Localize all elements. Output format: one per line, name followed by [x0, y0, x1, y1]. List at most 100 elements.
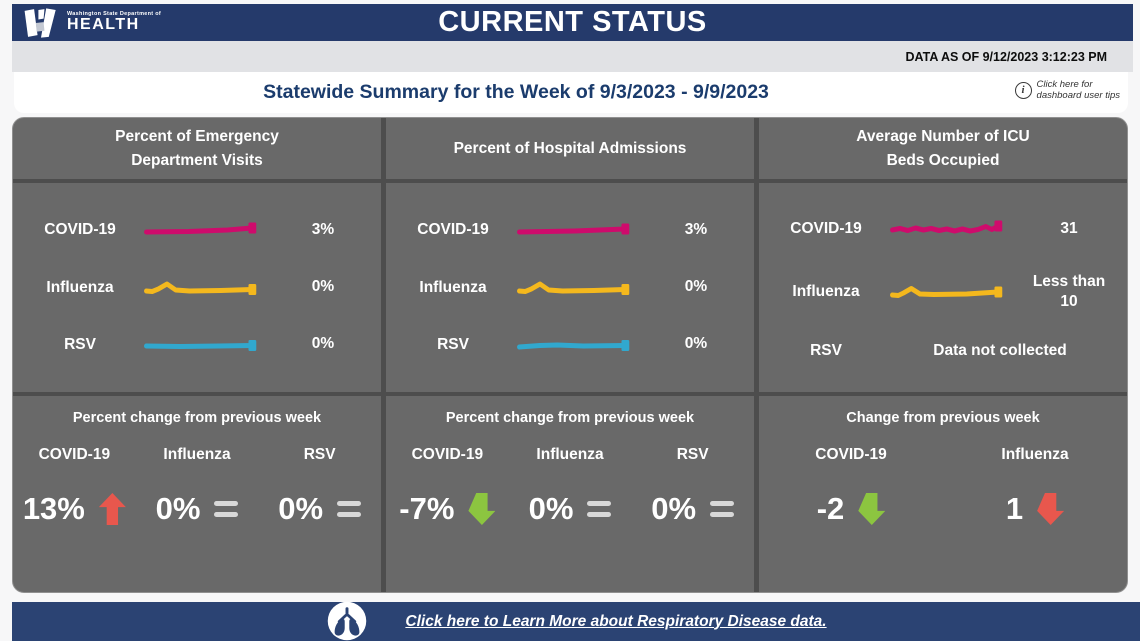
change-title: Change from previous week [846, 410, 1040, 426]
change-value: 13% [22, 491, 85, 526]
change-section: Percent change from previous week COVID-… [13, 392, 381, 592]
panel-series-section: COVID-19 31 Influenza Less than 10 RSV D… [759, 179, 1127, 392]
influenza-sparkline-chart [141, 274, 271, 302]
change-grid: COVID-19 13% Influenza 0% RSV [13, 446, 381, 527]
panel-emergency-department-visits: Percent of Emergency Department Visits C… [13, 118, 381, 592]
change-value: -2 [816, 491, 845, 526]
series-label: COVID-19 [790, 220, 862, 238]
series-label: RSV [810, 341, 842, 359]
change-item-covid: COVID-19 -2 [759, 446, 943, 527]
series-row-influenza: Influenza 0% [386, 274, 754, 302]
series-row-rsv: RSV 0% [13, 331, 381, 359]
learn-more-link[interactable]: Click here to Learn More about Respirato… [405, 612, 827, 630]
panel-hospital-admissions: Percent of Hospital Admissions COVID-19 … [381, 118, 754, 592]
trend-down-arrow-icon [1037, 493, 1065, 525]
series-value: 0% [311, 335, 335, 353]
change-item-influenza: Influenza 1 [943, 446, 1127, 527]
series-value: 0% [311, 278, 335, 296]
dashboard: Percent of Emergency Department Visits C… [12, 117, 1128, 593]
panel-title: Percent of Emergency Department Visits [115, 128, 279, 169]
change-item-rsv: RSV 0% [631, 446, 754, 527]
tips-label: Click here for dashboard user tips [1036, 79, 1120, 102]
series-row-covid: COVID-19 31 [759, 215, 1127, 243]
series-row-influenza: Influenza Less than 10 [759, 272, 1127, 314]
series-row-covid: COVID-19 3% [13, 216, 381, 244]
change-item-influenza: Influenza 0% [509, 446, 632, 527]
change-label: RSV [303, 446, 336, 463]
panel-title: Average Number of ICU Beds Occupied [856, 128, 1030, 169]
page-title: CURRENT STATUS [438, 6, 707, 38]
covid-sparkline-chart [887, 215, 1017, 243]
doh-logo-text: Washington State Department of HEALTH [67, 10, 162, 35]
change-item-covid: COVID-19 13% [13, 446, 136, 527]
change-value: 1 [1005, 491, 1024, 526]
lungs-icon [328, 601, 367, 640]
change-value: 0% [155, 491, 201, 526]
series-label: COVID-19 [44, 221, 116, 239]
trend-down-arrow-icon [468, 493, 496, 525]
doh-logo-mark-icon [24, 8, 56, 38]
series-label: Influenza [792, 283, 860, 301]
change-label: Influenza [163, 446, 231, 463]
covid-sparkline-chart [141, 216, 271, 244]
panel-series-section: COVID-19 3% Influenza 0% RSV 0% [13, 179, 381, 392]
change-item-covid: COVID-19 -7% [386, 446, 509, 527]
equals-icon [587, 501, 612, 517]
trend-down-arrow-icon [858, 493, 886, 525]
change-title: Percent change from previous week [445, 410, 695, 426]
trend-up-arrow-icon [98, 493, 126, 525]
panel-title: Percent of Hospital Admissions [453, 139, 687, 157]
change-label: RSV [676, 446, 709, 463]
series-value: Less than 10 [1032, 272, 1106, 311]
series-value: 3% [684, 220, 708, 238]
change-label: COVID-19 [38, 446, 111, 463]
doh-logo: Washington State Department of HEALTH [22, 6, 161, 40]
panel-series-section: COVID-19 3% Influenza 0% RSV 0% [386, 179, 754, 392]
change-label: Influenza [1001, 446, 1069, 463]
series-row-covid: COVID-19 3% [386, 216, 754, 244]
series-value: 31 [1060, 219, 1078, 237]
logo-health-text: HEALTH [67, 16, 140, 34]
change-label: COVID-19 [411, 446, 484, 463]
equals-icon [337, 501, 362, 517]
covid-sparkline-chart [514, 216, 644, 244]
series-label: Influenza [46, 278, 114, 296]
influenza-sparkline-chart [514, 274, 644, 302]
change-label: COVID-19 [815, 446, 887, 463]
rsv-sparkline-chart [141, 331, 271, 359]
change-section: Percent change from previous week COVID-… [386, 392, 754, 592]
series-value: 0% [684, 335, 708, 353]
change-value: 0% [278, 491, 324, 526]
series-row-rsv: RSV Data not collected [759, 342, 1127, 360]
series-note: Data not collected [933, 341, 1067, 359]
status-band: DATA AS OF 9/12/2023 3:12:23 PM [12, 41, 1133, 72]
change-label: Influenza [536, 446, 604, 463]
series-label: Influenza [419, 278, 487, 296]
equals-icon [710, 501, 735, 517]
series-row-influenza: Influenza 0% [13, 274, 381, 302]
footer-bar: Click here to Learn More about Respirato… [12, 601, 1140, 641]
dashboard-tips-button[interactable]: i Click here for dashboard user tips [1014, 79, 1120, 102]
change-value: 0% [528, 491, 574, 526]
change-item-influenza: Influenza 0% [136, 446, 259, 527]
series-value: 0% [684, 278, 708, 296]
equals-icon [214, 501, 239, 517]
series-value: 3% [311, 220, 335, 238]
series-label: RSV [64, 335, 96, 353]
rsv-sparkline-chart [514, 331, 644, 359]
panel-icu-beds-occupied: Average Number of ICU Beds Occupied COVI… [754, 118, 1127, 592]
change-value: -7% [399, 491, 455, 526]
subtitle-strip: Statewide Summary for the Week of 9/3/20… [14, 72, 1128, 113]
statewide-summary-title: Statewide Summary for the Week of 9/3/20… [263, 81, 769, 103]
data-as-of-timestamp: DATA AS OF 9/12/2023 3:12:23 PM [905, 49, 1107, 64]
header-bar: Washington State Department of HEALTH CU… [12, 4, 1133, 41]
series-row-rsv: RSV 0% [386, 331, 754, 359]
series-label: RSV [437, 335, 469, 353]
change-value: 0% [651, 491, 697, 526]
influenza-sparkline-chart [887, 278, 1017, 306]
info-icon[interactable]: i [1014, 81, 1032, 99]
change-item-rsv: RSV 0% [258, 446, 381, 527]
change-section: Change from previous week COVID-19 -2 In… [759, 392, 1127, 592]
change-grid: COVID-19 -2 Influenza 1 [759, 446, 1127, 527]
logo-department-line: Washington State Department of [67, 10, 162, 17]
